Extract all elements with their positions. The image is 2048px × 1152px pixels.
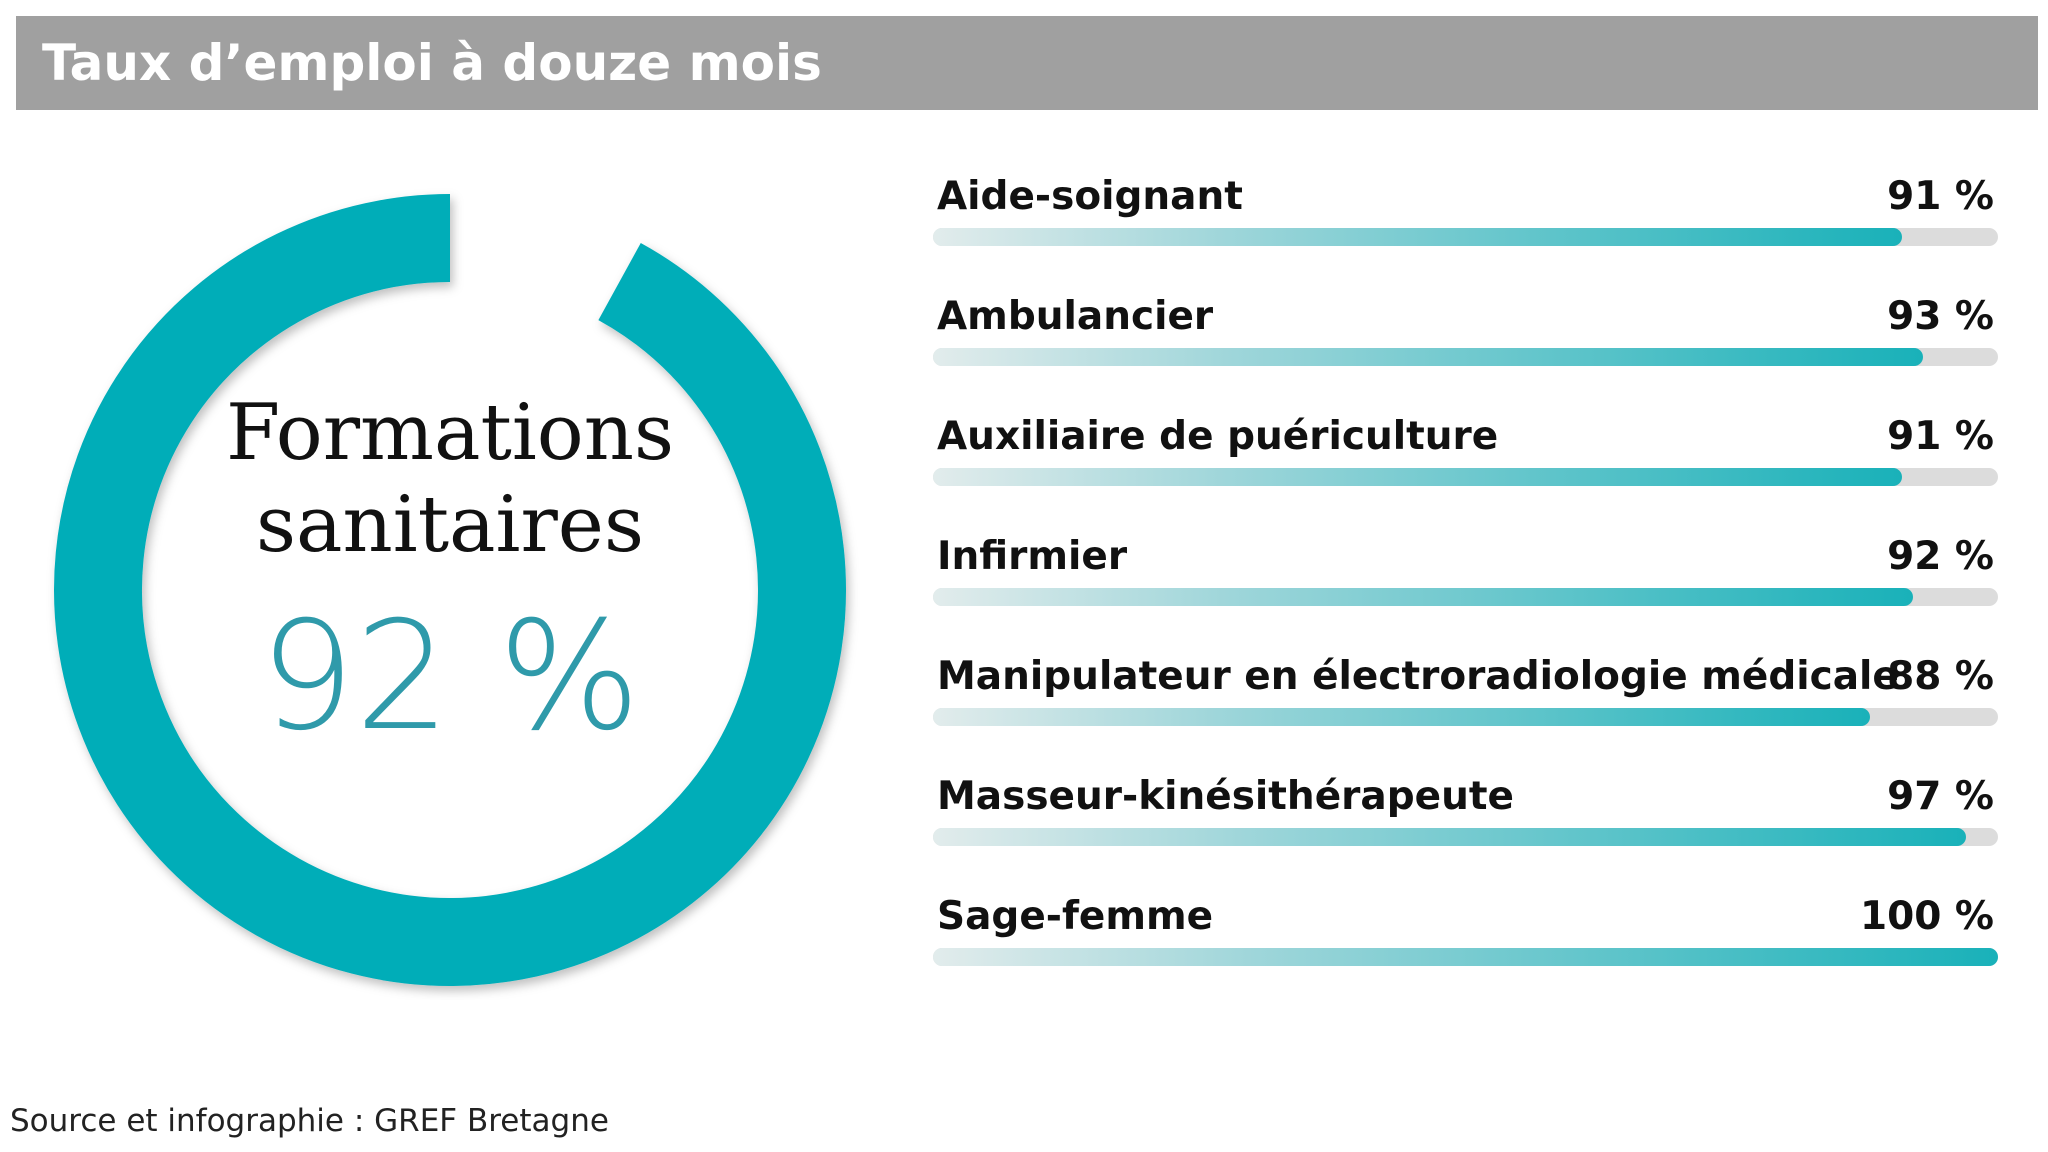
title-bar: Taux d’emploi à douze mois: [16, 16, 2038, 110]
bar-track: [933, 228, 1998, 246]
bar-value-label: 93 %: [1887, 294, 1994, 339]
bar-category-label: Manipulateur en électroradiologie médica…: [937, 654, 1899, 699]
bar-value-label: 92 %: [1887, 534, 1994, 579]
bar-track: [933, 468, 1998, 486]
bar-category-label: Infirmier: [937, 534, 1128, 579]
bar-row: Auxiliaire de puériculture 91 %: [933, 408, 1998, 528]
bar-fill: [933, 828, 1966, 846]
page-title: Taux d’emploi à douze mois: [42, 34, 822, 92]
bar-category-label: Sage-femme: [937, 894, 1214, 939]
bar-row: Aide-soignant 91 %: [933, 168, 1998, 288]
bar-fill: [933, 468, 1902, 486]
bar-value-label: 100 %: [1859, 894, 1994, 939]
donut-svg: [54, 194, 846, 986]
bar-row: Manipulateur en électroradiologie médica…: [933, 648, 1998, 768]
bar-fill: [933, 948, 1998, 966]
bar-category-label: Masseur-kinésithérapeute: [937, 774, 1514, 819]
bar-fill: [933, 348, 1923, 366]
donut-label-line2: sanitaires: [256, 480, 644, 570]
bar-track: [933, 588, 1998, 606]
bar-row: Sage-femme 100 %: [933, 888, 1998, 1008]
bar-track: [933, 708, 1998, 726]
donut-value: 92 %: [259, 590, 641, 764]
donut-chart: Formations sanitaires 92 %: [40, 180, 860, 1000]
bar-value-label: 88 %: [1887, 654, 1994, 699]
bar-fill: [933, 708, 1870, 726]
bar-category-label: Ambulancier: [937, 294, 1214, 339]
bar-chart: Aide-soignant 91 % Ambulancier 93 % Auxiliai…: [933, 168, 1998, 1008]
bar-row: Masseur-kinésithérapeute 97 %: [933, 768, 1998, 888]
bar-category-label: Auxiliaire de puériculture: [937, 414, 1499, 459]
source-note: Source et infographie : GREF Bretagne: [10, 1103, 609, 1139]
bar-track: [933, 348, 1998, 366]
bar-fill: [933, 588, 1913, 606]
bar-category-label: Aide-soignant: [937, 174, 1243, 219]
donut-label-line1: Formations: [225, 388, 675, 478]
bar-value-label: 97 %: [1887, 774, 1994, 819]
bar-track: [933, 948, 1998, 966]
bar-value-label: 91 %: [1887, 414, 1994, 459]
bar-row: Infirmier 92 %: [933, 528, 1998, 648]
bar-value-label: 91 %: [1887, 174, 1994, 219]
bar-fill: [933, 228, 1902, 246]
donut-ring: [54, 194, 846, 986]
bar-row: Ambulancier 93 %: [933, 288, 1998, 408]
bar-track: [933, 828, 1998, 846]
